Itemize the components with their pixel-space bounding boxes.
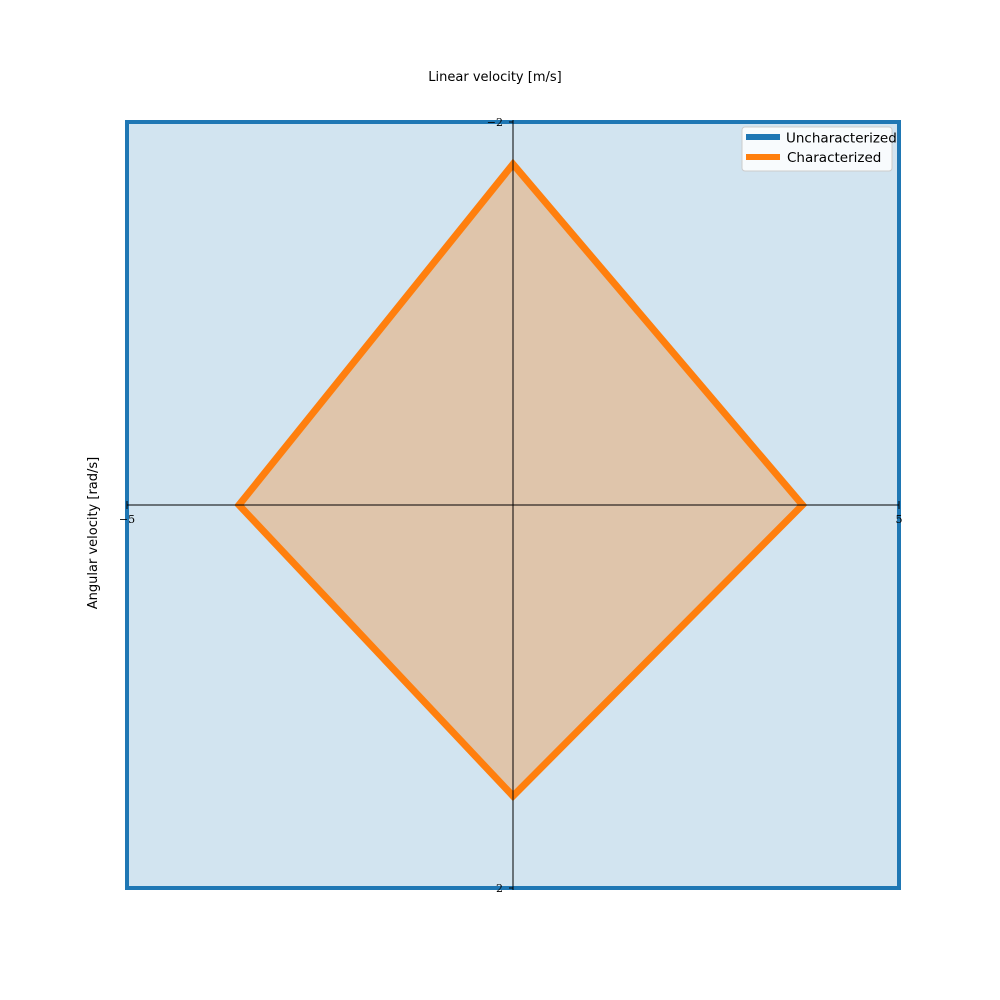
y-tick-label: −2: [487, 116, 503, 129]
x-axis-label: Linear velocity [m/s]: [428, 70, 561, 85]
tick-labels: −5 5 2 −2: [119, 116, 903, 895]
x-tick-label: 5: [896, 513, 903, 526]
legend-label-characterized: Characterized: [787, 150, 881, 166]
y-tick-label: 2: [496, 882, 503, 895]
y-axis-label: Angular velocity [rad/s]: [86, 457, 101, 609]
legend: Uncharacterized Characterized: [741, 126, 897, 172]
legend-label-uncharacterized: Uncharacterized: [786, 131, 897, 147]
x-tick-label: −5: [119, 513, 135, 526]
axes: [127, 120, 899, 890]
